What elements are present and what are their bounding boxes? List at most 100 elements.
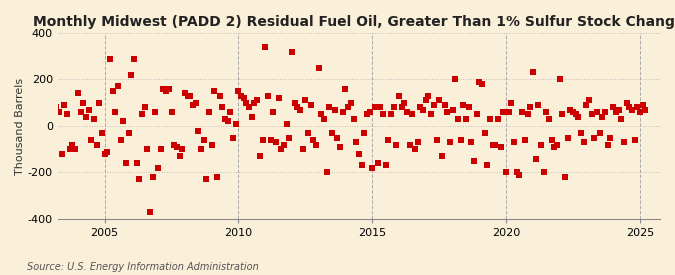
- Point: [626, 108, 637, 112]
- Point: [305, 103, 316, 107]
- Point: [132, 161, 142, 165]
- Point: [399, 100, 410, 105]
- Point: [477, 82, 487, 86]
- Point: [466, 140, 477, 144]
- Point: [163, 87, 174, 91]
- Point: [629, 138, 640, 142]
- Point: [471, 112, 482, 117]
- Point: [512, 170, 522, 175]
- Point: [637, 103, 648, 107]
- Point: [249, 100, 260, 105]
- Point: [105, 56, 115, 61]
- Point: [61, 112, 72, 117]
- Point: [129, 56, 140, 61]
- Point: [557, 112, 568, 117]
- Point: [514, 173, 525, 177]
- Point: [634, 110, 645, 114]
- Point: [241, 100, 252, 105]
- Point: [460, 117, 471, 121]
- Point: [565, 108, 576, 112]
- Point: [412, 140, 423, 144]
- Point: [595, 131, 605, 135]
- Point: [238, 96, 249, 100]
- Point: [244, 105, 254, 109]
- Point: [142, 147, 153, 152]
- Text: Source: U.S. Energy Information Administration: Source: U.S. Energy Information Administ…: [27, 262, 259, 272]
- Point: [597, 114, 608, 119]
- Point: [501, 170, 512, 175]
- Point: [72, 91, 83, 96]
- Point: [426, 112, 437, 117]
- Point: [343, 105, 354, 109]
- Point: [608, 105, 618, 109]
- Point: [485, 117, 495, 121]
- Point: [490, 142, 501, 147]
- Point: [581, 103, 592, 107]
- Point: [385, 112, 396, 117]
- Point: [327, 131, 338, 135]
- Point: [474, 79, 485, 84]
- Point: [509, 140, 520, 144]
- Point: [418, 108, 429, 112]
- Point: [121, 161, 132, 165]
- Point: [348, 117, 359, 121]
- Point: [335, 145, 346, 149]
- Point: [70, 147, 80, 152]
- Point: [182, 94, 193, 98]
- Point: [562, 135, 573, 140]
- Point: [126, 73, 137, 77]
- Point: [59, 103, 70, 107]
- Point: [86, 138, 97, 142]
- Point: [115, 138, 126, 142]
- Point: [524, 105, 535, 109]
- Point: [110, 110, 121, 114]
- Point: [551, 142, 562, 147]
- Point: [212, 175, 223, 179]
- Point: [442, 110, 453, 114]
- Point: [219, 117, 230, 121]
- Point: [423, 94, 434, 98]
- Point: [618, 140, 629, 144]
- Point: [324, 105, 335, 109]
- Point: [80, 114, 91, 119]
- Point: [463, 105, 474, 109]
- Point: [171, 145, 182, 149]
- Point: [455, 138, 466, 142]
- Point: [54, 110, 65, 114]
- Point: [434, 98, 445, 103]
- Point: [452, 117, 463, 121]
- Point: [83, 108, 94, 112]
- Point: [185, 94, 196, 98]
- Point: [578, 140, 589, 144]
- Point: [297, 147, 308, 152]
- Point: [431, 138, 442, 142]
- Point: [257, 138, 268, 142]
- Point: [592, 110, 603, 114]
- Point: [498, 110, 509, 114]
- Point: [458, 103, 468, 107]
- Point: [437, 154, 448, 158]
- Point: [252, 98, 263, 103]
- Point: [57, 152, 68, 156]
- Point: [91, 142, 102, 147]
- Point: [340, 87, 351, 91]
- Point: [520, 138, 531, 142]
- Point: [367, 166, 378, 170]
- Point: [64, 147, 75, 152]
- Point: [136, 112, 147, 117]
- Point: [359, 131, 370, 135]
- Point: [51, 105, 62, 109]
- Point: [214, 94, 225, 98]
- Point: [570, 112, 581, 117]
- Point: [319, 117, 329, 121]
- Point: [356, 163, 367, 168]
- Point: [535, 142, 546, 147]
- Point: [538, 170, 549, 175]
- Point: [236, 94, 246, 98]
- Point: [302, 131, 313, 135]
- Point: [468, 159, 479, 163]
- Point: [124, 131, 134, 135]
- Point: [78, 100, 88, 105]
- Point: [506, 100, 517, 105]
- Point: [201, 177, 212, 182]
